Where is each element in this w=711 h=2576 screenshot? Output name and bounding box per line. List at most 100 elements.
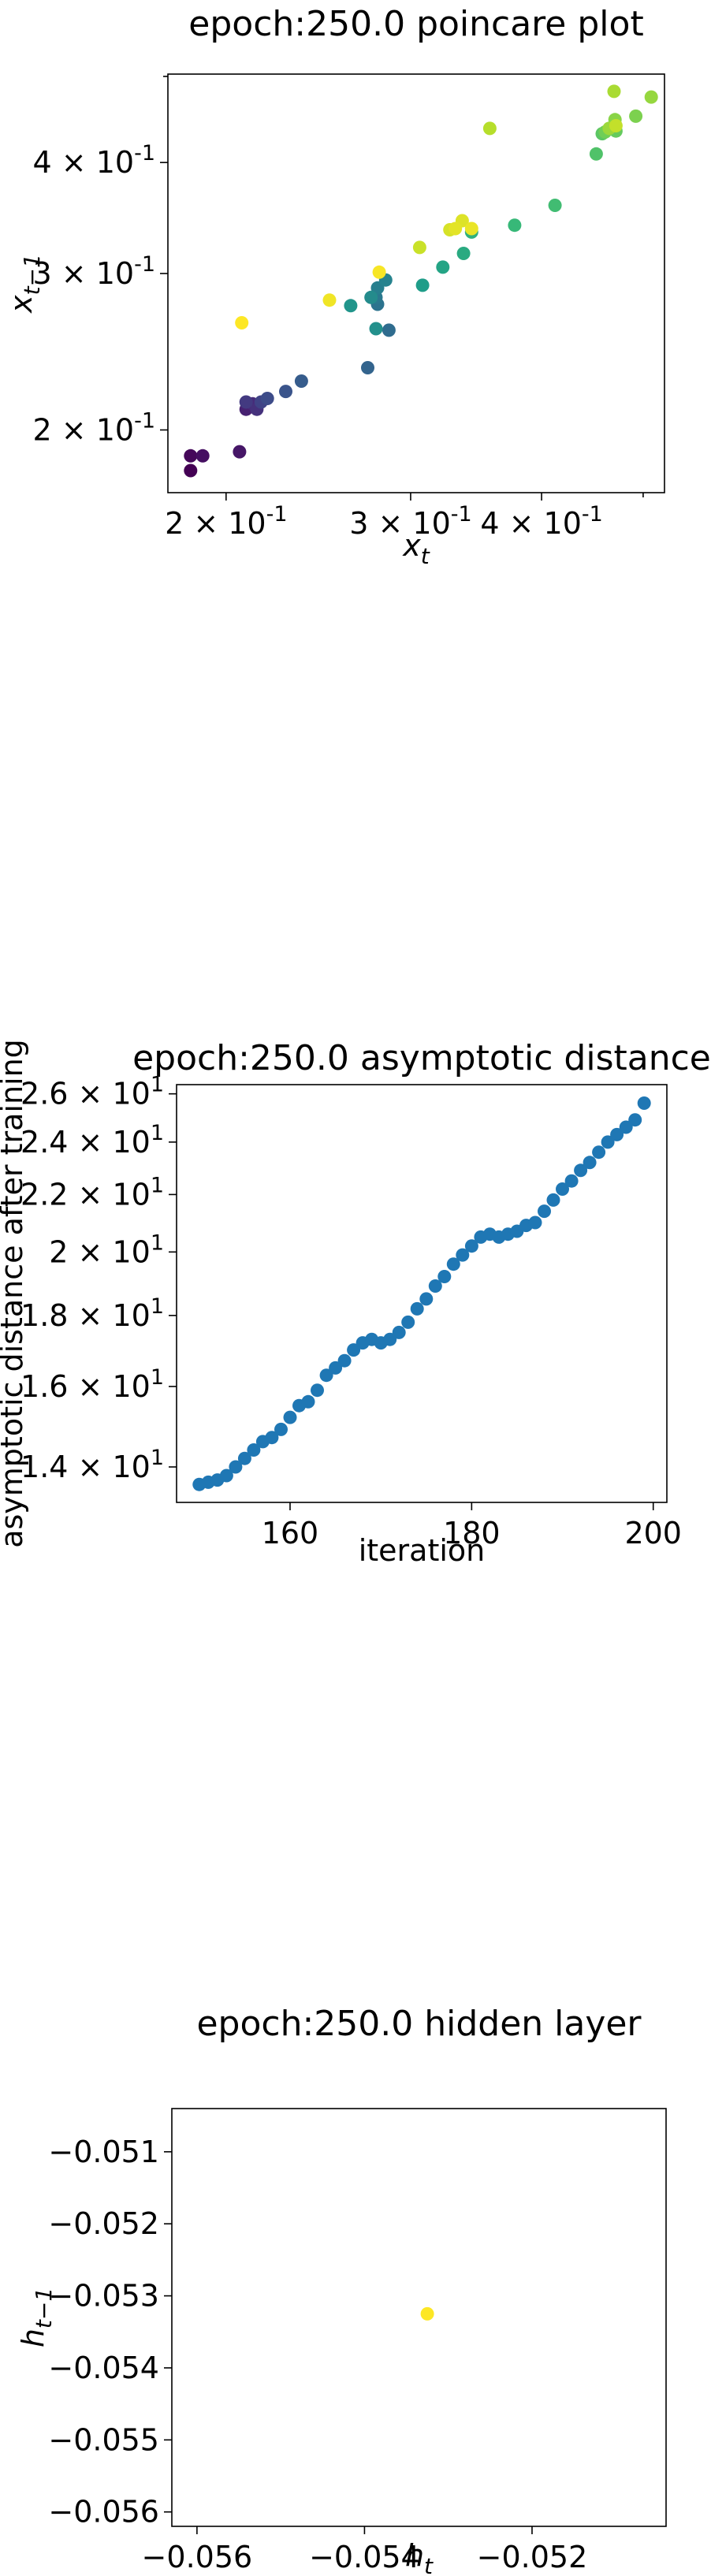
data-point [592,1145,606,1160]
plot-frame [171,2108,667,2527]
data-point [369,322,383,336]
data-point [420,2306,434,2321]
data-point [556,1182,569,1196]
x-axis-label: ht [405,2538,434,2576]
data-point [508,218,522,233]
plot-frame [176,1084,668,1503]
x-tick-label: 3 × 10-1 [349,502,471,541]
data-point [437,1270,452,1283]
data-point [347,1343,361,1357]
data-point [184,449,198,463]
y-axis-label: ht−1 [16,2288,57,2347]
chart-title: epoch:250.0 poincare plot [188,4,643,44]
data-point [383,1332,397,1346]
data-point [219,1469,233,1483]
data-point [361,361,374,374]
x-axis-label: xt [402,528,430,569]
chart-title: epoch:250.0 hidden layer [196,2004,642,2044]
data-point [609,119,623,132]
data-point [601,1135,615,1149]
data-point [235,316,249,329]
data-point [184,463,198,478]
data-point [564,1174,579,1188]
data-point [247,1443,261,1457]
data-point [619,1120,633,1134]
data-point [546,1193,560,1207]
data-point [610,1127,624,1141]
plot-frame [167,73,665,493]
y-tick-label: 1.8 × 101 [20,1294,164,1333]
y-tick-label: 1.4 × 101 [20,1446,164,1484]
x-tick-label: −0.052 [477,2540,588,2574]
y-tick-label: 2.4 × 101 [20,1121,164,1160]
x-tick-label: 4 × 10-1 [480,502,602,541]
y-tick-label: −0.052 [48,2206,159,2241]
y-tick-label: 2 × 101 [49,1230,164,1269]
data-point [464,1239,478,1253]
data-point [583,1156,597,1170]
data-point [548,199,562,212]
data-point [195,449,210,463]
data-point [237,1451,251,1465]
data-point [629,109,643,123]
x-tick-label: 160 [262,1516,319,1550]
data-points [184,84,658,478]
poincare-plot: epoch:250.0 poincare plot 2 × 10-1 3 × 10-… [4,4,665,569]
data-point [446,1257,460,1271]
y-axis-label: asymptotic distance after training [0,1039,29,1548]
data-point [419,1292,434,1306]
data-point [436,260,450,274]
data-point [364,290,378,304]
y-tick-label: −0.054 [48,2351,159,2385]
data-point [415,278,430,292]
data-point [428,1279,442,1293]
x-tick-label: 200 [624,1516,682,1550]
data-point [283,1410,297,1424]
data-point [644,90,658,104]
y-tick-label: 4 × 10-1 [33,141,155,180]
y-tick-label: −0.056 [48,2495,159,2529]
data-point [229,1460,243,1474]
data-point [412,240,426,255]
data-point [589,147,603,161]
data-point [322,293,337,307]
data-point [329,1361,343,1375]
data-point [482,121,497,136]
data-point [382,323,396,337]
chart-title: epoch:250.0 asymptotic distance [132,1038,711,1078]
y-tick-label: 2.2 × 101 [20,1173,164,1212]
data-point [637,1096,651,1110]
data-point [607,84,621,99]
data-point [319,1368,333,1383]
data-point [311,1383,324,1398]
data-point [574,1163,588,1178]
data-point [260,392,274,405]
data-point [392,1325,406,1339]
data-point [528,1215,542,1230]
y-tick-label: −0.053 [48,2279,159,2314]
x-tick-label: 2 × 10-1 [165,502,287,541]
hidden-layer-plot: epoch:250.0 hidden layer −0.056 −0.054 −0.0… [16,2004,667,2576]
data-point [464,221,478,236]
asymptotic-distance-plot: epoch:250.0 asymptotic distance 160 180 200… [0,1038,711,1568]
data-points [420,2306,434,2321]
data-point [279,385,292,399]
data-point [456,1248,470,1262]
y-tick-label: 2 × 10-1 [33,408,155,447]
y-tick-label: −0.051 [48,2135,159,2169]
y-tick-label: −0.055 [48,2422,159,2457]
data-point [538,1204,551,1219]
x-tick-label: 180 [443,1516,501,1550]
data-point [449,221,463,236]
x-tick-label: −0.056 [142,2540,253,2574]
data-point [233,445,247,459]
data-point [344,299,358,313]
data-point [265,1431,279,1445]
data-point [456,247,471,260]
y-tick-label: 3 × 10-1 [33,252,155,291]
data-points [192,1096,651,1491]
x-tick-label: −0.054 [309,2540,420,2574]
data-point [410,1301,424,1316]
data-point [239,395,253,409]
